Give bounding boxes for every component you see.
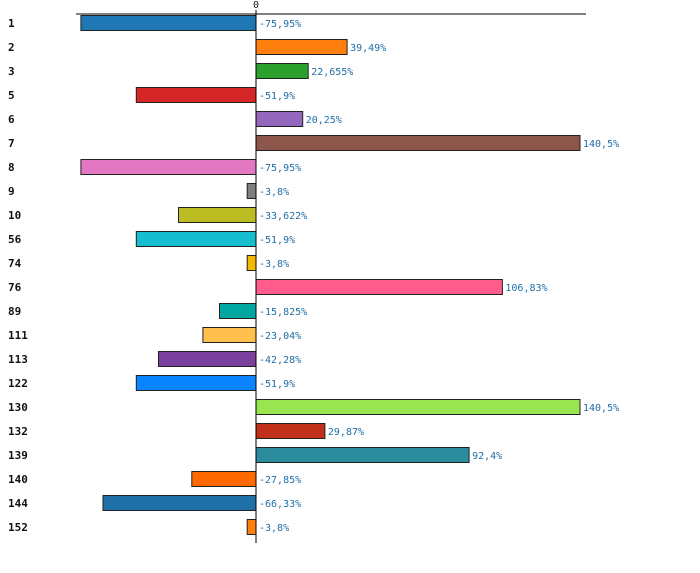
bar-139 bbox=[255, 447, 470, 463]
category-label-130: 130 bbox=[8, 401, 28, 414]
value-label-6: 20,25% bbox=[306, 115, 342, 126]
value-label-152: -3,8% bbox=[259, 523, 289, 534]
category-label-89: 89 bbox=[8, 305, 21, 318]
category-label-5: 5 bbox=[8, 89, 15, 102]
bar-6 bbox=[255, 111, 304, 127]
value-label-76: 106,83% bbox=[505, 283, 547, 294]
bar-144 bbox=[102, 495, 257, 511]
value-label-130: 140,5% bbox=[583, 403, 619, 414]
category-label-56: 56 bbox=[8, 233, 22, 246]
bar-152 bbox=[246, 519, 257, 535]
bars-layer: 1 -75,95% 2 39,49% 3 22,655% 5 -51,9% 6 20,25% 7 14… bbox=[8, 15, 619, 535]
bar-8 bbox=[80, 159, 257, 175]
value-label-111: -23,04% bbox=[259, 331, 301, 342]
value-label-7: 140,5% bbox=[583, 139, 619, 150]
category-label-76: 76 bbox=[8, 281, 22, 294]
category-label-6: 6 bbox=[8, 113, 15, 126]
bar-111 bbox=[202, 327, 257, 343]
bar-3 bbox=[255, 63, 309, 79]
category-label-8: 8 bbox=[8, 161, 15, 174]
bar-113 bbox=[158, 351, 257, 367]
bar-7 bbox=[255, 135, 581, 151]
category-label-113: 113 bbox=[8, 353, 28, 366]
value-label-5: -51,9% bbox=[259, 91, 295, 102]
category-label-9: 9 bbox=[8, 185, 15, 198]
bar-56 bbox=[135, 231, 257, 247]
bar-10 bbox=[178, 207, 257, 223]
bar-1 bbox=[80, 15, 257, 31]
bar-140 bbox=[191, 471, 257, 487]
bar-74 bbox=[246, 255, 257, 271]
category-label-132: 132 bbox=[8, 425, 28, 438]
category-label-3: 3 bbox=[8, 65, 15, 78]
value-label-144: -66,33% bbox=[259, 499, 301, 510]
value-label-140: -27,85% bbox=[259, 475, 301, 486]
value-label-122: -51,9% bbox=[259, 379, 295, 390]
bar-9 bbox=[246, 183, 257, 199]
category-label-7: 7 bbox=[8, 137, 15, 150]
category-label-10: 10 bbox=[8, 209, 21, 222]
value-label-139: 92,4% bbox=[472, 451, 502, 462]
bar-76 bbox=[255, 279, 503, 295]
category-label-2: 2 bbox=[8, 41, 15, 54]
category-label-152: 152 bbox=[8, 521, 28, 534]
value-label-8: -75,95% bbox=[259, 163, 301, 174]
value-label-3: 22,655% bbox=[311, 67, 353, 78]
bar-122 bbox=[135, 375, 257, 391]
value-label-56: -51,9% bbox=[259, 235, 295, 246]
value-label-74: -3,8% bbox=[259, 259, 289, 270]
value-label-1: -75,95% bbox=[259, 19, 301, 30]
value-label-2: 39,49% bbox=[350, 43, 386, 54]
value-label-89: -15,825% bbox=[259, 307, 307, 318]
value-label-132: 29,87% bbox=[328, 427, 364, 438]
bar-130 bbox=[255, 399, 581, 415]
category-label-111: 111 bbox=[8, 329, 28, 342]
bar-5 bbox=[135, 87, 257, 103]
category-label-74: 74 bbox=[8, 257, 22, 270]
category-label-140: 140 bbox=[8, 473, 28, 486]
value-label-9: -3,8% bbox=[259, 187, 289, 198]
category-label-139: 139 bbox=[8, 449, 28, 462]
bar-2 bbox=[255, 39, 348, 55]
bar-132 bbox=[255, 423, 326, 439]
zero-tick-label: 0 bbox=[253, 0, 259, 11]
value-label-10: -33,622% bbox=[259, 211, 307, 222]
category-label-144: 144 bbox=[8, 497, 28, 510]
category-label-1: 1 bbox=[8, 17, 15, 30]
value-label-113: -42,28% bbox=[259, 355, 301, 366]
category-label-122: 122 bbox=[8, 377, 28, 390]
bar-89 bbox=[219, 303, 257, 319]
